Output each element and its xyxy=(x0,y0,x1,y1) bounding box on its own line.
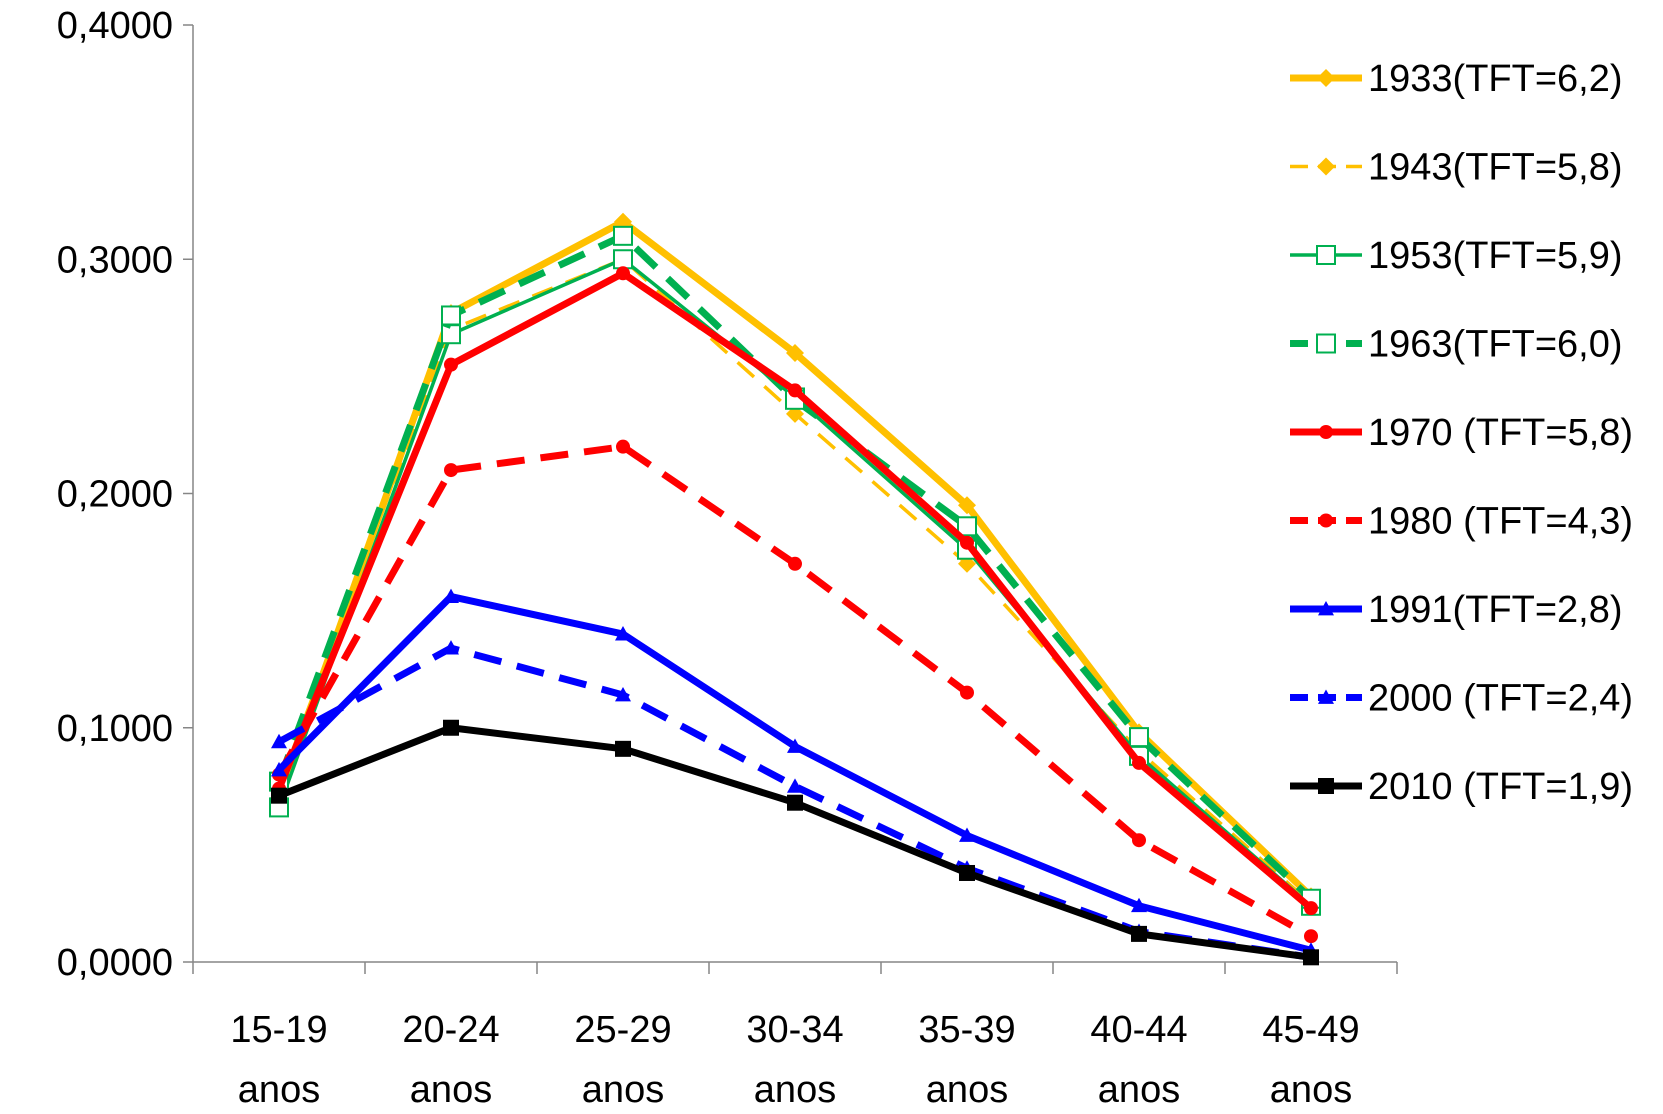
legend-marker xyxy=(1317,157,1335,176)
series-line xyxy=(275,443,1313,940)
data-point xyxy=(271,761,287,777)
data-point xyxy=(1304,901,1318,916)
legend-label: 2010 (TFT=1,9) xyxy=(1368,766,1633,808)
data-point xyxy=(616,266,630,281)
x-tick-label: 15-19 anos xyxy=(230,1009,327,1111)
x-tick-label: 45-49 anos xyxy=(1262,1009,1359,1111)
data-point xyxy=(786,343,804,362)
legend-entry-0: 1933(TFT=6,2) xyxy=(1290,58,1623,100)
x-tick-label: 20-24 anos xyxy=(402,1009,499,1111)
legend-entry-1: 1943(TFT=5,8) xyxy=(1290,147,1623,189)
y-axis-ticks: 0,0000 0,1000 0,2000 0,3000 0,4000 xyxy=(57,5,193,984)
legend-label: 1970 (TFT=5,8) xyxy=(1368,412,1633,454)
series-line xyxy=(277,724,1312,961)
data-point xyxy=(960,535,974,550)
data-point xyxy=(959,827,975,842)
legend-label: 1991(TFT=2,8) xyxy=(1368,589,1623,631)
legend-entry-7: 2000 (TFT=2,4) xyxy=(1290,678,1633,720)
legend-marker xyxy=(1316,333,1336,354)
data-point xyxy=(443,640,459,655)
legend-marker xyxy=(1318,601,1334,616)
data-point xyxy=(441,324,461,345)
legend-entry-2: 1953(TFT=5,9) xyxy=(1290,235,1623,277)
legend-label: 1963(TFT=6,0) xyxy=(1368,324,1623,366)
data-point xyxy=(787,738,803,753)
y-tick-label: 0,0000 xyxy=(57,942,173,984)
data-point xyxy=(1304,929,1318,944)
legend-marker xyxy=(1318,778,1334,794)
legend-label: 1933(TFT=6,2) xyxy=(1368,58,1623,100)
data-point xyxy=(788,556,802,571)
data-point xyxy=(1303,949,1319,966)
legend-entry-5: 1980 (TFT=4,3) xyxy=(1290,501,1633,543)
legend-marker xyxy=(1319,513,1333,528)
data-point xyxy=(787,778,803,793)
data-point xyxy=(616,439,630,454)
legend-marker xyxy=(1318,689,1334,704)
legend-entry-3: 1963(TFT=6,0) xyxy=(1290,324,1623,366)
x-tick-label: 35-39 anos xyxy=(918,1009,1015,1111)
data-point xyxy=(613,225,633,246)
series-layer xyxy=(269,212,1321,966)
x-tick-label: 30-34 anos xyxy=(746,1009,843,1111)
legend-label: 1953(TFT=5,9) xyxy=(1368,235,1623,277)
legend: 1933(TFT=6,2) 1943(TFT=5,8) 1953(TFT=5,9) 1… xyxy=(1290,58,1633,808)
legend-marker xyxy=(1317,69,1335,87)
y-tick-label: 0,3000 xyxy=(57,239,173,281)
data-point xyxy=(1132,755,1146,770)
y-tick-label: 0,2000 xyxy=(57,474,173,516)
series-4 xyxy=(272,266,1318,916)
series-5 xyxy=(272,439,1318,944)
data-point xyxy=(444,463,458,478)
data-point xyxy=(1131,897,1147,913)
legend-label: 1980 (TFT=4,3) xyxy=(1368,501,1633,543)
data-point xyxy=(959,864,975,881)
legend-entry-8: 2010 (TFT=1,9) xyxy=(1290,766,1633,808)
data-point xyxy=(615,686,631,702)
data-point xyxy=(443,719,459,736)
x-axis-ticks: 15-19 anos 20-24 anos 25-29 anos 30-34 anos 35-3… xyxy=(192,962,1398,1111)
legend-entry-6: 1991(TFT=2,8) xyxy=(1290,589,1623,631)
legend-label: 1943(TFT=5,8) xyxy=(1368,147,1623,189)
data-point xyxy=(613,249,633,270)
x-tick-label: 40-44 anos xyxy=(1090,1009,1187,1111)
data-point xyxy=(787,794,803,811)
data-point xyxy=(957,516,977,537)
y-tick-label: 0,1000 xyxy=(57,708,173,750)
data-point xyxy=(615,626,631,641)
data-point xyxy=(441,305,461,326)
series-8 xyxy=(271,719,1319,966)
legend-marker xyxy=(1319,425,1333,439)
data-point xyxy=(1129,727,1149,748)
data-point xyxy=(443,588,459,603)
data-point xyxy=(788,383,802,398)
data-point xyxy=(1131,925,1147,942)
data-point xyxy=(271,787,287,804)
data-point xyxy=(271,733,287,749)
legend-entry-4: 1970 (TFT=5,8) xyxy=(1290,412,1633,454)
legend-marker xyxy=(1316,245,1336,265)
x-tick-label: 25-29 anos xyxy=(574,1009,671,1111)
data-point xyxy=(615,740,631,757)
data-point xyxy=(444,357,458,372)
data-point xyxy=(958,496,976,515)
y-tick-label: 0,4000 xyxy=(57,5,173,47)
legend-label: 2000 (TFT=2,4) xyxy=(1368,678,1633,720)
data-point xyxy=(960,685,974,700)
data-point xyxy=(1132,833,1146,848)
